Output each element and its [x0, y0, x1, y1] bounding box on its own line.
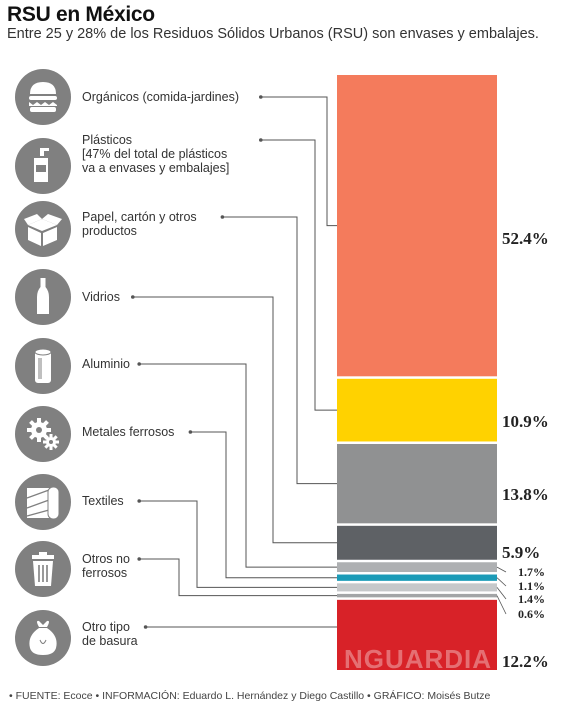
connector-dot-otros-no-ferrosos	[137, 557, 141, 561]
connector-dot-textiles	[137, 499, 141, 503]
value-leader-aluminio	[496, 566, 507, 573]
bar-segment-plasticos	[337, 378, 497, 442]
connector-otros-no-ferrosos	[139, 558, 337, 597]
category-label-aluminio: Aluminio	[82, 357, 130, 371]
trash-can-icon	[15, 541, 71, 597]
bottle-icon	[15, 138, 71, 194]
value-label-otro-tipo-de-basura: 12.2%	[502, 652, 549, 671]
bar-segment-papel-carton-y-otros-productos	[337, 443, 497, 524]
footer-credits: • FUENTE: Ecoce • INFORMACIÓN: Eduardo L…	[9, 690, 491, 702]
value-label-otros-no-ferrosos: 0.6%	[518, 607, 545, 621]
bar-segment-otro-tipo-de-basura	[337, 599, 497, 670]
connector-dot-organicos-comida-jardines	[259, 95, 263, 99]
connector-dot-papel-carton-y-otros-productos	[220, 215, 225, 219]
connector-dot-otro-tipo-de-basura	[143, 625, 148, 629]
value-label-textiles: 1.4%	[518, 592, 545, 606]
gears-icon	[15, 406, 71, 462]
value-label-plasticos: 10.9%	[502, 412, 549, 431]
connector-vidrios	[132, 296, 337, 544]
value-leader-otros-no-ferrosos	[496, 595, 507, 615]
value-label-aluminio: 1.7%	[518, 565, 545, 579]
chart-subtitle: Entre 25 y 28% de los Residuos Sólidos U…	[7, 26, 539, 42]
connector-textiles	[139, 500, 337, 588]
connector-papel-carton-y-otros-productos	[222, 216, 337, 485]
connector-aluminio	[139, 363, 337, 568]
connector-dot-metales-ferrosos	[188, 430, 193, 434]
category-label-textiles: Textiles	[82, 494, 124, 508]
box-icon	[15, 201, 71, 257]
can-icon	[15, 338, 71, 394]
trash-bag-icon	[15, 610, 71, 666]
connector-dot-plasticos	[259, 138, 263, 142]
chart-title: RSU en México	[7, 3, 155, 26]
category-label-organicos-comida-jardines: Orgánicos (comida-jardines)	[82, 90, 239, 104]
glass-bottle-icon	[15, 269, 71, 325]
connector-dot-aluminio	[137, 362, 141, 366]
bar-segment-aluminio	[337, 562, 497, 573]
fabric-roll-icon	[15, 474, 71, 530]
category-label-metales-ferrosos: Metales ferrosos	[82, 425, 174, 439]
connector-metales-ferrosos	[190, 431, 337, 579]
value-label-organicos-comida-jardines: 52.4%	[502, 229, 549, 248]
value-label-metales-ferrosos: 1.1%	[518, 579, 545, 593]
connector-plasticos	[260, 139, 337, 411]
category-label-otros-no-ferrosos: Otros no ferrosos	[82, 552, 130, 580]
watermark: NGUARDIA	[344, 644, 492, 674]
value-label-vidrios: 5.9%	[502, 543, 540, 562]
connector-organicos-comida-jardines	[260, 96, 337, 227]
connector-dot-vidrios	[131, 295, 135, 299]
category-label-papel-carton-y-otros-productos: Papel, cartón y otros productos	[82, 210, 197, 238]
value-leader-textiles	[496, 587, 507, 600]
bar-segment-organicos-comida-jardines	[337, 75, 497, 377]
category-label-vidrios: Vidrios	[82, 290, 120, 304]
bar-segment-metales-ferrosos	[337, 574, 497, 581]
category-label-plasticos: Plásticos [47% del total de plásticos va a…	[82, 133, 229, 175]
value-label-papel-carton-y-otros-productos: 13.8%	[502, 485, 549, 504]
bar-segment-otros-no-ferrosos	[337, 593, 497, 598]
value-leader-metales-ferrosos	[496, 577, 507, 587]
category-label-otro-tipo-de-basura: Otro tipo de basura	[82, 620, 138, 648]
bar-segment-vidrios	[337, 525, 497, 560]
burger-icon	[15, 69, 71, 125]
bar-segment-textiles	[337, 583, 497, 592]
